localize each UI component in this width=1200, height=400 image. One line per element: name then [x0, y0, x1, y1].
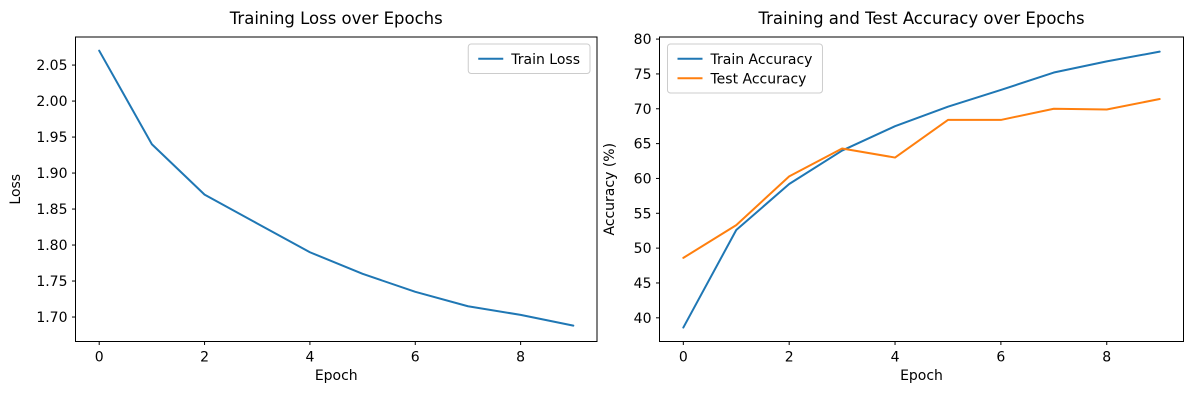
plot-border	[659, 36, 1184, 342]
y-tick-label: 50	[634, 241, 652, 257]
chart-title: Training Loss over Epochs	[229, 9, 443, 28]
x-axis-label: Epoch	[315, 368, 358, 384]
y-tick-label: 1.80	[36, 238, 67, 254]
y-tick-label: 1.70	[36, 310, 67, 326]
y-tick-label: 75	[634, 67, 652, 83]
y-tick-label: 65	[634, 137, 652, 153]
y-tick-label: 55	[634, 206, 652, 222]
legend-label: Train Loss	[510, 52, 580, 68]
loss-chart: 0 2 4 6 8 1.70 1.75 1.80 1.85 1.90 1.95 2.00 2.05 Tra…	[8, 9, 598, 384]
x-tick-label: 8	[516, 350, 525, 366]
train-loss-line	[98, 49, 575, 327]
x-tick-label: 2	[200, 350, 209, 366]
x-tick-label: 6	[411, 350, 420, 366]
y-tick-label: 40	[634, 311, 652, 327]
legend: Train Loss	[467, 43, 591, 74]
accuracy-chart-canvas: 0 2 4 6 8 40 45 50 55 60 65 70 75 80 Training and Test…	[600, 0, 1200, 400]
y-tick-label: 1.90	[36, 166, 67, 182]
y-tick-label: 60	[634, 171, 652, 187]
x-tick-label: 4	[891, 350, 900, 366]
y-tick-label: 1.75	[36, 274, 67, 290]
legend-label: Test Accuracy	[710, 71, 807, 87]
x-tick-label: 0	[95, 350, 104, 366]
y-tick-label: 1.95	[36, 130, 67, 146]
legend-box	[667, 43, 823, 94]
x-tick-label: 2	[785, 350, 794, 366]
y-tick-label: 2.00	[36, 94, 67, 110]
plot-border	[75, 36, 598, 342]
legend: Train Accuracy Test Accuracy	[667, 43, 823, 94]
x-axis-label: Epoch	[900, 368, 943, 384]
y-tick-label: 2.05	[36, 58, 67, 74]
y-tick-label: 80	[634, 32, 652, 48]
x-tick-label: 6	[996, 350, 1005, 366]
legend-label: Train Accuracy	[710, 52, 813, 68]
legend-box	[467, 43, 591, 74]
y-axis-label: Accuracy (%)	[602, 143, 618, 236]
x-tick-label: 0	[679, 350, 688, 366]
y-axis-label: Loss	[8, 174, 24, 205]
test-accuracy-line	[682, 98, 1161, 259]
x-tick-label: 8	[1102, 350, 1111, 366]
x-tick-label: 4	[305, 350, 314, 366]
train-accuracy-line	[682, 50, 1161, 329]
y-tick-label: 70	[634, 102, 652, 118]
loss-chart-canvas: 0 2 4 6 8 1.70 1.75 1.80 1.85 1.90 1.95 2.00 2.05 Tra…	[8, 9, 598, 384]
y-tick-label: 1.85	[36, 202, 67, 218]
y-tick-label: 45	[634, 276, 652, 292]
chart-title: Training and Test Accuracy over Epochs	[757, 9, 1084, 28]
accuracy-chart: 0 2 4 6 8 40 45 50 55 60 65 70 75 80 Training and Test…	[600, 0, 1200, 400]
